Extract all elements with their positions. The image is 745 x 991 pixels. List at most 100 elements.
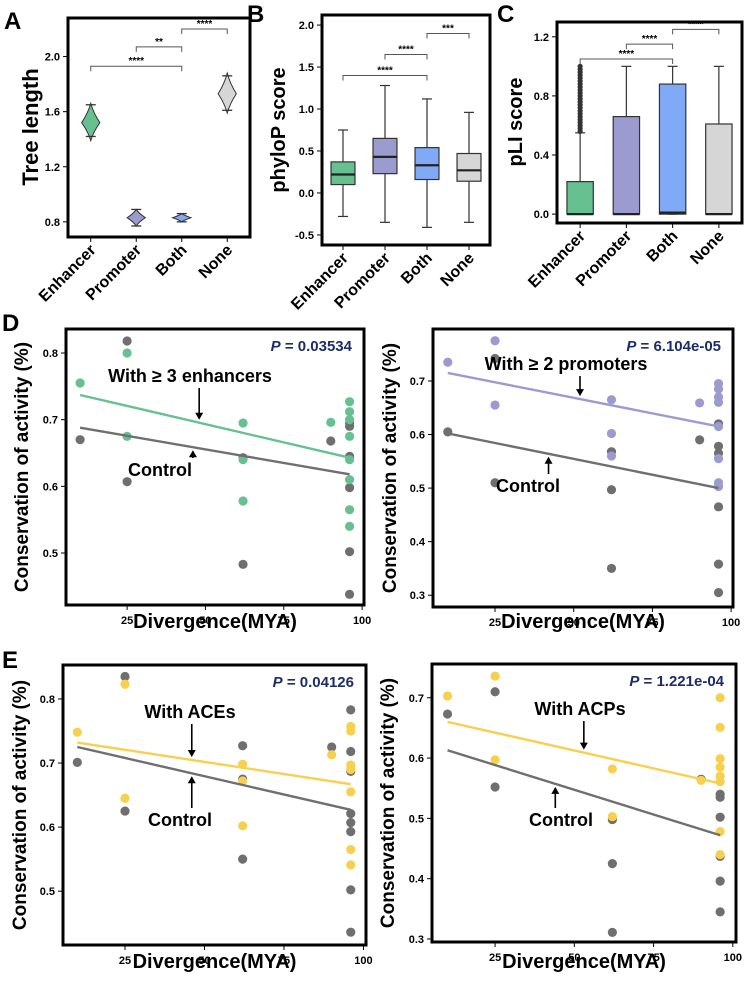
data-point (713, 384, 724, 394)
x-tick-label: 100 (354, 955, 372, 967)
data-point (490, 782, 500, 792)
data-point (346, 885, 356, 895)
plot-frame (430, 662, 738, 944)
category-label: Both (398, 250, 436, 288)
violin (126, 208, 147, 227)
significance-label: **** (197, 19, 213, 30)
plot-frame (61, 663, 368, 947)
x-axis-label: Divergence(MYA) (502, 951, 666, 973)
data-point (346, 726, 356, 736)
plot-frame (555, 20, 744, 225)
x-tick-label: 100 (353, 615, 371, 627)
data-point (238, 418, 248, 428)
y-tick-label: 0.6 (409, 753, 424, 765)
x-tick-label: 25 (489, 952, 501, 964)
x-tick-label: 25 (489, 617, 501, 629)
y-tick-label: 0.5 (40, 886, 55, 898)
data-point (346, 787, 356, 797)
data-point (327, 742, 337, 752)
data-point (120, 806, 130, 816)
data-point (713, 587, 724, 598)
series-label: With ≥ 2 promoters (485, 354, 648, 374)
data-point (344, 407, 355, 417)
y-axis-label: Conservation of activity (%) (12, 342, 33, 592)
series-label: With ACEs (144, 702, 235, 722)
data-point (346, 746, 356, 757)
panel-letter: C (497, 1, 514, 28)
category-label: None (438, 250, 478, 290)
data-point (344, 475, 355, 485)
panel-letter: E (2, 647, 18, 674)
data-point (607, 927, 617, 937)
data-point (713, 441, 724, 451)
data-point (715, 849, 725, 860)
data-point (490, 687, 500, 697)
box (658, 83, 687, 215)
significance-bracket (342, 74, 428, 81)
data-point (715, 693, 725, 703)
data-point (344, 589, 355, 599)
y-tick-label: 0.7 (409, 693, 424, 705)
fit-line (447, 720, 721, 785)
x-tick-label: 50 (568, 952, 580, 964)
data-point (695, 435, 705, 445)
y-tick-label: 0.7 (410, 376, 425, 388)
data-point (606, 451, 617, 461)
x-tick-label: 50 (568, 617, 580, 629)
y-tick-label: 0.7 (40, 758, 55, 770)
y-axis-label: Tree length (18, 68, 43, 185)
data-point (122, 336, 132, 346)
box (456, 152, 482, 182)
y-tick-label: 0.3 (409, 934, 424, 946)
data-point (344, 547, 355, 557)
control-label: Control (496, 476, 560, 496)
data-point (442, 709, 453, 719)
significance-label: **** (619, 49, 635, 60)
data-point (490, 671, 500, 681)
x-tick-label: 25 (121, 615, 133, 627)
data-point (344, 415, 355, 425)
y-tick-label: 1.5 (299, 62, 314, 74)
data-point (346, 860, 356, 870)
data-point (122, 348, 132, 358)
panel-letter: A (4, 8, 21, 35)
x-tick-label: 75 (278, 615, 290, 627)
panel-letter: B (247, 1, 264, 28)
data-point (72, 757, 82, 767)
data-point (238, 854, 248, 864)
significance-bracket (625, 43, 674, 50)
p-value: P = 6.104e-05 (626, 338, 721, 355)
data-point (715, 792, 725, 802)
data-point (72, 727, 82, 737)
data-point (346, 809, 356, 819)
significance-bracket (90, 65, 183, 72)
data-point (607, 859, 617, 869)
y-tick-label: 1.0 (299, 104, 314, 116)
data-point (120, 793, 130, 803)
data-point (344, 421, 355, 431)
data-point (344, 483, 355, 493)
series-label: With ACPs (534, 699, 625, 719)
data-point (715, 812, 725, 822)
y-tick-label: 0.6 (43, 481, 58, 493)
arrow-head-icon (576, 389, 585, 397)
control-label: Control (148, 810, 212, 830)
x-tick-label: 50 (199, 615, 211, 627)
data-point (344, 505, 355, 515)
fit-line (79, 393, 350, 459)
y-tick-label: 0.7 (43, 415, 58, 427)
panel-E: E Conservation of activity (%) 0.5 0.6 0.7 0.… (2, 647, 373, 973)
data-point (326, 417, 336, 427)
y-tick-label: 0.4 (409, 874, 425, 886)
x-axis-label: Divergence(MYA) (501, 611, 665, 633)
data-point (695, 398, 705, 408)
y-tick-label: 2.0 (45, 52, 60, 64)
data-point (326, 436, 336, 446)
data-point (606, 563, 617, 574)
p-value-number: = 0.04126 (283, 674, 354, 691)
plot-frame (320, 13, 492, 247)
category-label: None (196, 242, 236, 282)
box (330, 161, 356, 186)
